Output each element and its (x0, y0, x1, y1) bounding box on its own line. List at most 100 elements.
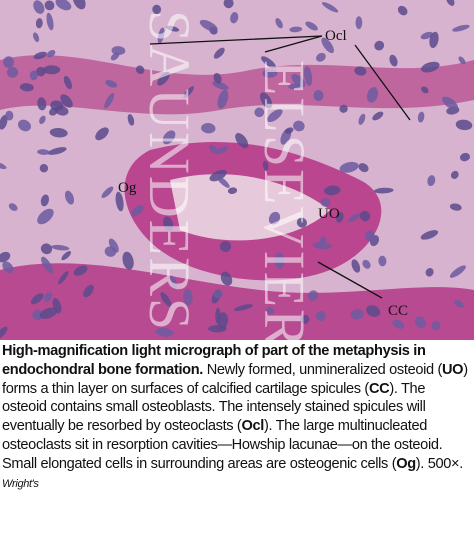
caption: High-magnification light micrograph of p… (2, 342, 472, 493)
nucleus (40, 194, 50, 207)
nucleus (230, 12, 239, 24)
caption-abbrev: CC (368, 380, 390, 397)
nucleus (414, 316, 427, 329)
nucleus (233, 304, 253, 312)
nucleus (213, 72, 222, 84)
nucleus (289, 26, 303, 33)
nucleus (33, 51, 47, 60)
caption-text: ). The osteoid contains small osteoblast… (2, 380, 426, 435)
nucleus (321, 2, 339, 13)
nucleus (397, 5, 408, 16)
nucleus (307, 290, 319, 302)
nucleus (450, 170, 459, 179)
nucleus (267, 109, 283, 123)
label-cc: CC (388, 303, 408, 319)
leader-line (354, 44, 411, 121)
nucleus (95, 127, 109, 141)
micrograph: SAUNDERS ELSEVIER Ocl Og UO CC (0, 0, 474, 340)
nucleus (32, 309, 44, 321)
nucleus (8, 203, 18, 211)
nucleus (313, 90, 324, 101)
nucleus (166, 25, 180, 32)
nucleus (262, 68, 278, 78)
nucleus (157, 27, 165, 44)
nucleus (3, 56, 15, 68)
nucleus (446, 0, 455, 6)
nucleus (157, 71, 170, 86)
nucleus (454, 300, 464, 308)
nucleus (2, 261, 14, 274)
nucleus (29, 70, 38, 81)
nucleus (455, 119, 473, 131)
nucleus (83, 284, 94, 298)
nucleus (312, 242, 332, 250)
nucleus (355, 16, 363, 30)
nucleus (64, 190, 75, 205)
nucleus (392, 319, 405, 329)
nucleus (354, 66, 367, 76)
nucleus (0, 162, 7, 170)
nucleus (39, 307, 58, 319)
nucleus (303, 66, 313, 86)
nucleus (425, 268, 434, 277)
nucleus (0, 326, 8, 339)
nucleus (30, 293, 44, 305)
nucleus (40, 243, 53, 255)
nucleus (212, 81, 229, 90)
nucleus (60, 94, 73, 108)
caption-stain: Wright's (2, 477, 39, 490)
nucleus (420, 31, 433, 40)
nucleus (131, 204, 144, 217)
nucleus (115, 191, 124, 212)
nucleus (0, 251, 11, 263)
nucleus (358, 163, 369, 173)
nucleus (427, 175, 436, 187)
nucleus (39, 115, 46, 125)
nucleus (183, 288, 193, 306)
label-uo: UO (318, 206, 340, 222)
nucleus (37, 208, 54, 225)
nucleus (216, 146, 229, 154)
nucleus (220, 271, 233, 286)
nucleus (339, 104, 348, 113)
nucleus (72, 0, 86, 10)
nucleus (459, 152, 471, 162)
nucleus (104, 93, 115, 109)
nucleus (339, 161, 359, 173)
nucleus (73, 265, 88, 276)
caption-text: ). 500×. (415, 455, 463, 472)
nucleus (254, 107, 265, 118)
spicule (0, 263, 474, 340)
nucleus (420, 230, 439, 240)
nucleus (324, 185, 341, 196)
nucleus (101, 186, 114, 199)
nucleus (452, 24, 470, 32)
nucleus (351, 259, 361, 273)
nucleus (421, 86, 429, 94)
nucleus (321, 37, 334, 54)
nucleus (5, 110, 14, 121)
nucleus (162, 130, 176, 145)
nucleus (366, 87, 379, 103)
nucleus (275, 18, 283, 29)
nucleus (43, 292, 53, 302)
nucleus (213, 47, 225, 59)
caption-title: High-magnification light micrograph of p… (2, 343, 426, 378)
nucleus (58, 271, 69, 285)
nucleus (359, 210, 371, 222)
nucleus (366, 305, 381, 317)
nucleus (266, 307, 275, 315)
nucleus (362, 259, 371, 269)
nucleus (350, 309, 364, 320)
nucleus (291, 73, 306, 88)
nucleus (372, 111, 384, 121)
nucleus (442, 96, 458, 110)
nucleus (50, 100, 64, 111)
nucleus (417, 111, 425, 123)
watermark: SAUNDERS (137, 10, 202, 332)
nucleus (108, 238, 119, 253)
nucleus (19, 83, 34, 92)
nucleus (347, 213, 361, 223)
nucleus (449, 203, 462, 211)
nucleus (17, 119, 32, 132)
